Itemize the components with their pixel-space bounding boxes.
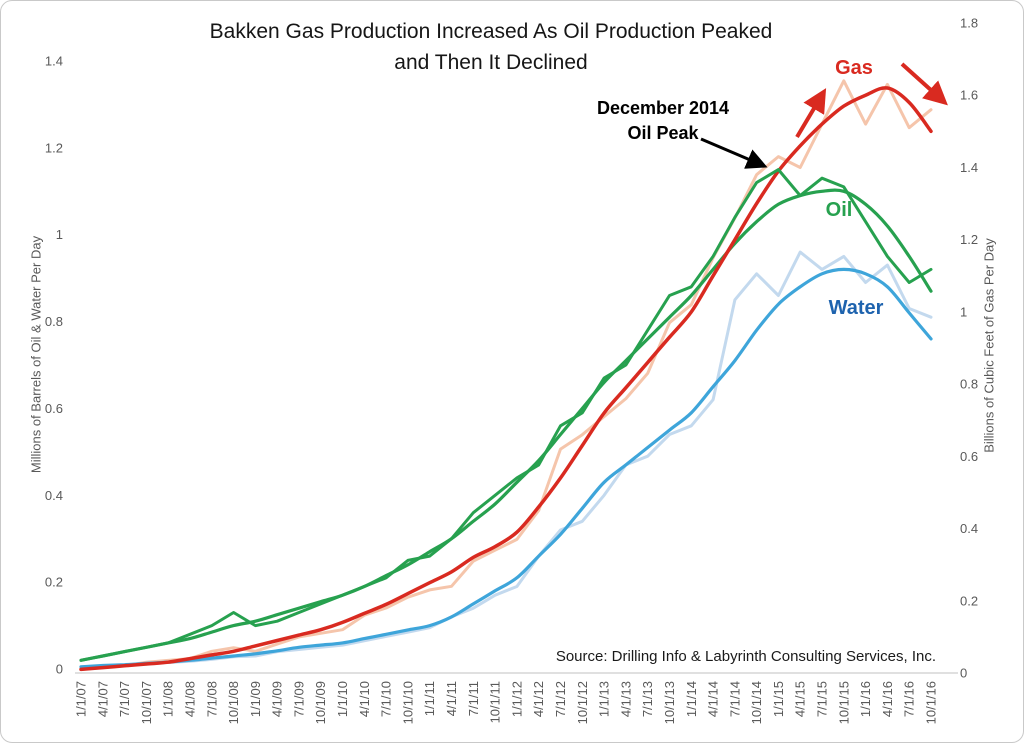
x-axis-tick-label: 4/1/07 xyxy=(95,681,110,717)
series-oil-monthly-line xyxy=(79,168,933,662)
x-axis-tick-label: 1/1/13 xyxy=(597,681,612,717)
series-gas-monthly-line xyxy=(79,79,933,671)
right-axis-tick-label: 0.2 xyxy=(960,593,978,608)
chart-title-line2: and Then It Declined xyxy=(394,51,588,74)
x-axis-tick-label: 4/1/09 xyxy=(270,681,285,717)
x-axis-tick-label: 7/1/15 xyxy=(815,681,830,717)
x-axis-tick-label: 1/1/07 xyxy=(74,681,89,717)
x-axis-tick-label: 7/1/12 xyxy=(553,681,568,717)
gas-declining-arrow xyxy=(900,62,948,106)
x-axis-tick-label: 4/1/10 xyxy=(357,681,372,717)
x-axis-tick-label: 1/1/11 xyxy=(422,681,437,716)
oil-peak-annotation-line1: December 2014 xyxy=(596,98,730,118)
right-axis-tick-label: 0.8 xyxy=(960,377,978,392)
series-water-trend-line xyxy=(79,267,933,669)
x-axis-tick-label: 1/1/12 xyxy=(509,681,524,717)
x-axis-tick-label: 1/1/09 xyxy=(248,681,263,717)
x-axis-tick-label: 10/1/14 xyxy=(749,681,764,724)
x-axis-tick-label: 4/1/14 xyxy=(706,681,721,717)
x-axis-tick-label: 4/1/12 xyxy=(531,681,546,717)
x-axis-tick-label: 10/1/16 xyxy=(924,681,939,724)
right-axis-tick-label: 0.4 xyxy=(960,521,978,536)
left-axis-tick-label: 1.4 xyxy=(45,53,63,68)
x-axis-tick-label: 4/1/08 xyxy=(182,681,197,717)
left-axis-tick-label: 0.2 xyxy=(45,575,63,590)
x-axis-tick-label: 1/1/08 xyxy=(161,681,176,717)
x-axis-tick-label: 10/1/13 xyxy=(662,681,677,724)
gas-series-label: Gas xyxy=(835,57,873,79)
chart-title-line1: Bakken Gas Production Increased As Oil P… xyxy=(209,20,773,43)
gas-rising-arrow xyxy=(795,88,827,139)
left-axis-tick-label: 0.8 xyxy=(45,314,63,329)
x-axis-tick-label: 10/1/07 xyxy=(139,681,154,724)
x-axis-tick-label: 7/1/16 xyxy=(902,681,917,717)
x-axis-tick-label: 10/1/08 xyxy=(226,681,241,724)
right-axis-tick-label: 1.6 xyxy=(960,88,978,103)
x-axis-tick-label: 10/1/09 xyxy=(313,681,328,724)
right-axis-tick-label: 0 xyxy=(960,666,967,681)
chart-title: Bakken Gas Production Increased As Oil P… xyxy=(153,16,829,78)
left-axis-tick-label: 0.6 xyxy=(45,401,63,416)
right-axis-tick-label: 1 xyxy=(960,304,967,319)
left-axis-tick-label: 0.4 xyxy=(45,488,63,503)
x-axis-tick-label: 7/1/08 xyxy=(204,681,219,717)
x-axis-tick-label: 1/1/16 xyxy=(858,681,873,717)
water-series-label: Water xyxy=(828,297,884,319)
x-axis-tick-label: 10/1/10 xyxy=(400,681,415,724)
right-axis-tick-label: 1.4 xyxy=(960,160,978,175)
x-axis-tick-label: 10/1/12 xyxy=(575,681,590,724)
left-axis-tick-label: 1.2 xyxy=(45,140,63,155)
x-axis-tick-label: 10/1/11 xyxy=(488,681,503,723)
source-note: Source: Drilling Info & Labyrinth Consul… xyxy=(555,648,936,665)
x-axis-tick-label: 4/1/15 xyxy=(793,681,808,717)
left-axis-tick-label: 1 xyxy=(56,227,63,242)
oil-peak-annotation: December 2014 Oil Peak xyxy=(533,96,793,146)
x-axis-tick-label: 7/1/14 xyxy=(727,681,742,717)
x-axis-tick-label: 1/1/14 xyxy=(684,681,699,717)
x-axis-tick-label: 1/1/10 xyxy=(335,681,350,717)
oil-peak-arrow xyxy=(700,137,768,169)
x-axis-tick-label: 1/1/15 xyxy=(771,681,786,717)
x-axis-tick-label: 7/1/09 xyxy=(291,681,306,717)
x-axis-tick-label: 7/1/13 xyxy=(640,681,655,717)
x-axis-tick-label: 4/1/13 xyxy=(618,681,633,717)
series-oil-trend-line xyxy=(79,188,933,662)
right-axis-tick-label: 0.6 xyxy=(960,449,978,464)
oil-peak-annotation-line2: Oil Peak xyxy=(627,123,699,143)
left-axis-tick-label: 0 xyxy=(56,662,63,677)
right-axis-tick-label: 1.2 xyxy=(960,232,978,247)
x-axis-tick-label: 4/1/16 xyxy=(880,681,895,717)
right-axis-tick-label: 1.8 xyxy=(960,16,978,31)
x-axis-tick-label: 7/1/07 xyxy=(117,681,132,717)
series-gas-trend-line xyxy=(79,86,933,672)
oil-series-label: Oil xyxy=(825,199,853,221)
x-axis-tick-label: 7/1/11 xyxy=(466,681,481,716)
x-axis-tick-label: 7/1/10 xyxy=(379,681,394,717)
x-axis-tick-label: 4/1/11 xyxy=(444,681,459,716)
x-axis-tick-label: 10/1/15 xyxy=(836,681,851,724)
